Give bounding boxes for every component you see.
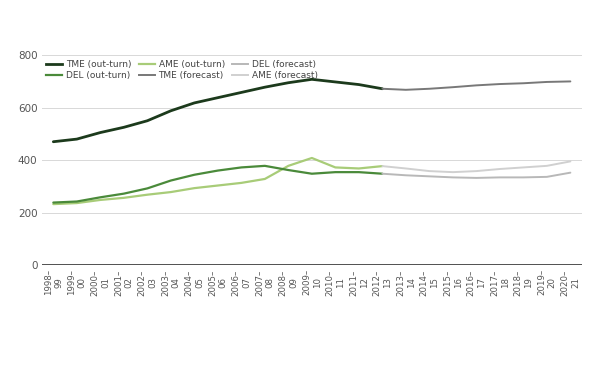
- Legend: TME (out-turn), DEL (out-turn), AME (out-turn), TME (forecast), DEL (forecast), : TME (out-turn), DEL (out-turn), AME (out…: [46, 60, 318, 81]
